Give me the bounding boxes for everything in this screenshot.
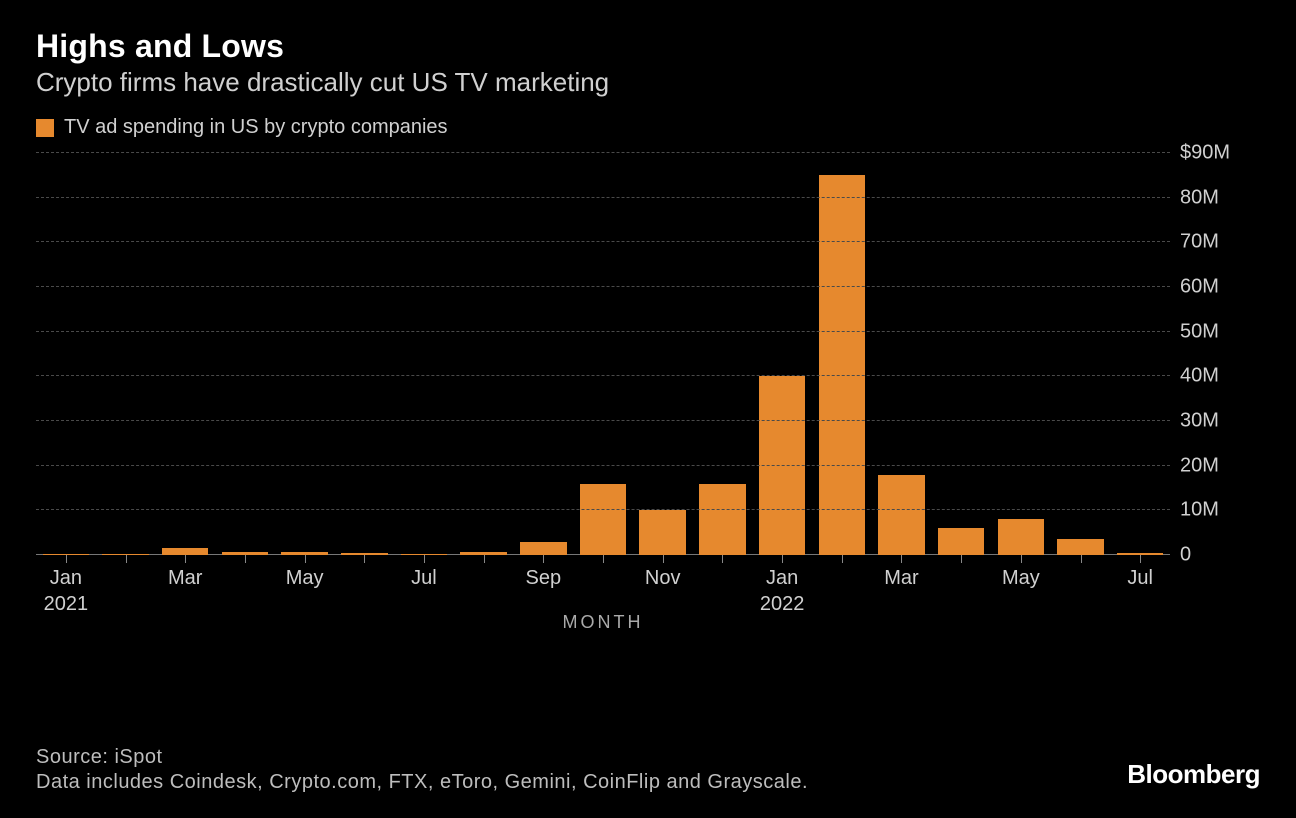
x-tick-label: Jul [411, 565, 437, 591]
bar [998, 519, 1045, 555]
x-tick [66, 555, 67, 563]
bar-slot [334, 153, 394, 555]
source-text: Source: iSpot [36, 746, 1260, 769]
y-tick-label: 80M [1180, 186, 1219, 209]
x-tick [782, 555, 783, 563]
y-tick-label: 70M [1180, 231, 1219, 254]
x-tick [722, 555, 723, 563]
y-tick-label: 10M [1180, 499, 1219, 522]
bar [938, 528, 985, 555]
x-tick-label: Mar [884, 565, 918, 591]
y-tick-label: 0 [1180, 544, 1191, 567]
x-tick-label: May [286, 565, 324, 591]
bar [878, 475, 925, 555]
gridline [36, 420, 1170, 421]
bar [639, 510, 686, 555]
gridline [36, 375, 1170, 376]
chart-subtitle: Crypto firms have drastically cut US TV … [36, 67, 1260, 98]
bar-slot: Mar [155, 153, 215, 555]
bar [162, 548, 209, 555]
bar-slot [812, 153, 872, 555]
legend-label: TV ad spending in US by crypto companies [64, 116, 448, 139]
gridline [36, 241, 1170, 242]
x-tick-label: Jul [1127, 565, 1153, 591]
bar-slot: Jan2021 [36, 153, 96, 555]
x-tick [245, 555, 246, 563]
bars-container: Jan2021 Mar May Jul Sep Nov Jan2022 Mar May Jul [36, 153, 1170, 555]
bar-slot: Jul [394, 153, 454, 555]
y-tick-label: 40M [1180, 365, 1219, 388]
bar-slot [931, 153, 991, 555]
x-tick [305, 555, 306, 563]
bar-slot: May [991, 153, 1051, 555]
gridline [36, 465, 1170, 466]
x-tick [961, 555, 962, 563]
bar-slot [1051, 153, 1111, 555]
x-tick [1081, 555, 1082, 563]
plot-area: Jan2021MarMayJulSepNovJan2022MarMayJul 0… [36, 153, 1170, 555]
bar-slot: Nov [633, 153, 693, 555]
x-tick-label: Jan2022 [760, 565, 805, 617]
chart: Jan2021 Mar May Jul Sep Nov Jan2022 Mar May Jul 0… [36, 153, 1260, 633]
x-tick [901, 555, 902, 563]
bar-slot [573, 153, 633, 555]
x-tick [603, 555, 604, 563]
bar [1057, 539, 1104, 555]
y-tick-label: 20M [1180, 454, 1219, 477]
bar-slot [454, 153, 514, 555]
x-tick-label: Jan2021 [44, 565, 89, 617]
bar [759, 376, 806, 555]
x-tick-label: May [1002, 565, 1040, 591]
x-tick [424, 555, 425, 563]
bar [699, 484, 746, 555]
x-axis-title: MONTH [36, 612, 1170, 633]
chart-title: Highs and Lows [36, 28, 1260, 65]
bar-slot: Jan2022 [752, 153, 812, 555]
x-tick [185, 555, 186, 563]
x-tick-label: Nov [645, 565, 681, 591]
x-tick [663, 555, 664, 563]
bloomberg-logo: Bloomberg [1127, 759, 1260, 790]
gridline [36, 197, 1170, 198]
x-tick [484, 555, 485, 563]
bar-slot [693, 153, 753, 555]
gridline [36, 152, 1170, 153]
gridline [36, 331, 1170, 332]
bar [580, 484, 627, 555]
x-tick [364, 555, 365, 563]
x-tick [126, 555, 127, 563]
legend: TV ad spending in US by crypto companies [36, 116, 1260, 139]
x-tick [1140, 555, 1141, 563]
bar [819, 175, 866, 555]
x-tick-label: Mar [168, 565, 202, 591]
bar-slot: Mar [872, 153, 932, 555]
bar-slot [96, 153, 156, 555]
x-tick [1021, 555, 1022, 563]
gridline [36, 509, 1170, 510]
y-tick-label: 30M [1180, 410, 1219, 433]
y-tick-label: 60M [1180, 276, 1219, 299]
legend-swatch [36, 119, 54, 137]
bar [520, 542, 567, 555]
bar-slot: May [275, 153, 335, 555]
x-tick-label: Sep [526, 565, 562, 591]
y-tick-label: 50M [1180, 320, 1219, 343]
bar-slot: Sep [514, 153, 574, 555]
footer: Source: iSpot Data includes Coindesk, Cr… [36, 746, 1260, 794]
y-tick-label: $90M [1180, 142, 1230, 165]
x-tick [842, 555, 843, 563]
bar-slot [215, 153, 275, 555]
x-tick [543, 555, 544, 563]
footnote-text: Data includes Coindesk, Crypto.com, FTX,… [36, 771, 1260, 794]
gridline [36, 286, 1170, 287]
bar-slot: Jul [1110, 153, 1170, 555]
